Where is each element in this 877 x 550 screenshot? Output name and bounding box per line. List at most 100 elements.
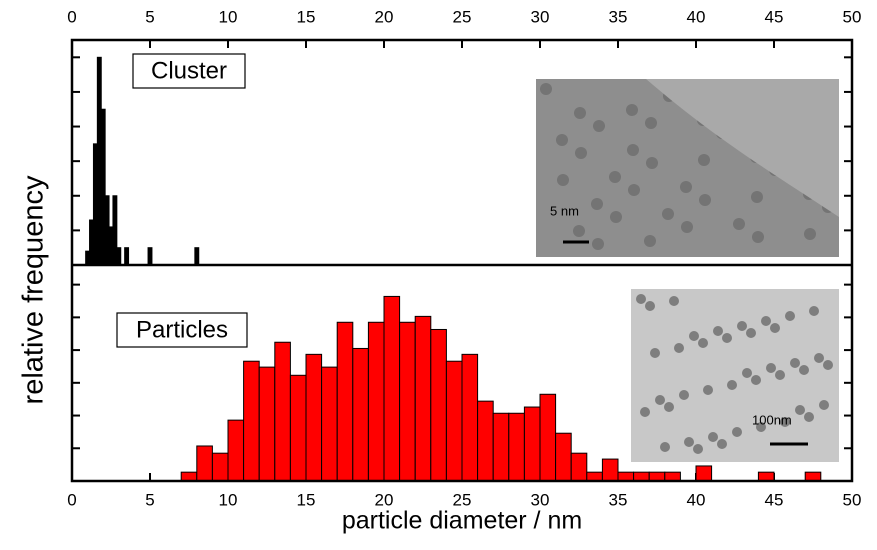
inset-speckle xyxy=(809,306,819,316)
x-tick-label: 0 xyxy=(67,490,76,509)
bar xyxy=(664,471,681,482)
bar xyxy=(258,366,276,482)
inset-speckle xyxy=(610,211,622,223)
bar xyxy=(194,247,200,266)
bar xyxy=(539,393,557,482)
inset-speckle xyxy=(751,191,763,203)
inset-speckle xyxy=(556,134,568,146)
bar xyxy=(695,465,713,482)
scale-bar-label: 5 nm xyxy=(550,203,579,218)
inset-speckle xyxy=(795,405,805,415)
inset-speckle xyxy=(819,400,829,410)
x-tick-label-top: 40 xyxy=(687,7,706,26)
inset-speckle xyxy=(575,147,587,159)
bar xyxy=(430,328,447,482)
bar xyxy=(289,374,307,482)
x-tick-label: 45 xyxy=(765,490,784,509)
inset-speckle xyxy=(655,395,665,405)
x-tick-label-top: 0 xyxy=(67,7,76,26)
inset-speckle xyxy=(681,221,693,233)
inset-speckle xyxy=(540,83,552,95)
inset-speckle xyxy=(766,363,776,373)
bar xyxy=(523,406,541,482)
inset-speckle xyxy=(574,107,586,119)
inset-speckle xyxy=(609,171,621,183)
inset-speckle xyxy=(669,296,679,306)
inset-speckle xyxy=(804,228,816,240)
panel-label-box xyxy=(132,53,246,89)
inset-speckle xyxy=(756,422,766,432)
bar xyxy=(617,471,635,482)
inset-speckle xyxy=(823,360,833,370)
inset-speckle xyxy=(770,323,780,333)
panel-label: Particles xyxy=(136,316,228,343)
bar xyxy=(336,321,354,482)
bar xyxy=(570,452,588,482)
inset-speckle xyxy=(684,437,694,447)
scale-bar-label: 100nm xyxy=(752,412,792,427)
x-tick-label: 10 xyxy=(219,490,238,509)
x-tick-label: 20 xyxy=(375,490,394,509)
bar xyxy=(274,341,291,482)
bar xyxy=(633,471,650,482)
bar xyxy=(492,412,510,482)
plot-frame xyxy=(70,38,854,483)
inset-speckle xyxy=(742,368,752,378)
bar xyxy=(414,315,432,482)
inset-speckle xyxy=(573,225,585,237)
inset-speckle xyxy=(722,333,732,343)
inset-speckle xyxy=(698,154,710,166)
inset-speckle xyxy=(761,316,771,326)
inset-speckle xyxy=(746,328,756,338)
bar xyxy=(305,353,323,482)
bar xyxy=(757,471,775,482)
bar xyxy=(555,432,572,482)
x-tick-label: 50 xyxy=(843,490,862,509)
inset-speckle xyxy=(664,402,674,412)
inset-speckle xyxy=(593,120,605,132)
x-tick-label: 25 xyxy=(453,490,472,509)
x-tick-label: 5 xyxy=(145,490,154,509)
bar xyxy=(96,56,102,266)
panel-label-box xyxy=(116,312,248,348)
x-tick-label-top: 5 xyxy=(145,7,154,26)
inset-speckle xyxy=(799,365,809,375)
bar xyxy=(477,400,494,482)
inset-speckle xyxy=(640,407,650,417)
bar xyxy=(85,250,91,266)
inset-speckle xyxy=(650,348,660,358)
y-axis-label: relative frequency xyxy=(18,175,50,404)
inset-vacuum xyxy=(646,79,839,217)
inset-speckle xyxy=(751,375,761,385)
inset-speckle xyxy=(698,338,708,348)
inset-speckle xyxy=(785,311,795,321)
x-tick-label: 30 xyxy=(531,490,550,509)
inset-speckle xyxy=(699,194,711,206)
inset-speckle xyxy=(592,238,604,250)
inset-speckle xyxy=(680,181,692,193)
inset-speckle xyxy=(645,117,657,129)
inset-speckle xyxy=(737,321,747,331)
inset-speckle xyxy=(644,235,656,247)
inset-speckle xyxy=(752,231,764,243)
x-tick-label-top: 45 xyxy=(765,7,784,26)
x-tick-label-top: 35 xyxy=(609,7,628,26)
panel-label: Cluster xyxy=(151,57,227,84)
x-axis-label: particle diameter / nm xyxy=(342,507,582,535)
bar xyxy=(445,360,463,482)
inset-speckle xyxy=(636,294,646,304)
bar xyxy=(508,412,525,482)
inset-speckle xyxy=(713,326,723,336)
inset-speckle xyxy=(557,174,569,186)
bar xyxy=(116,247,122,266)
x-tick-label: 15 xyxy=(297,490,316,509)
x-tick-label: 40 xyxy=(687,490,706,509)
inset-speckle xyxy=(790,358,800,368)
x-tick-label-top: 25 xyxy=(453,7,472,26)
bar xyxy=(352,347,369,482)
bar xyxy=(586,471,603,482)
bar xyxy=(92,143,98,266)
bar xyxy=(104,195,110,266)
